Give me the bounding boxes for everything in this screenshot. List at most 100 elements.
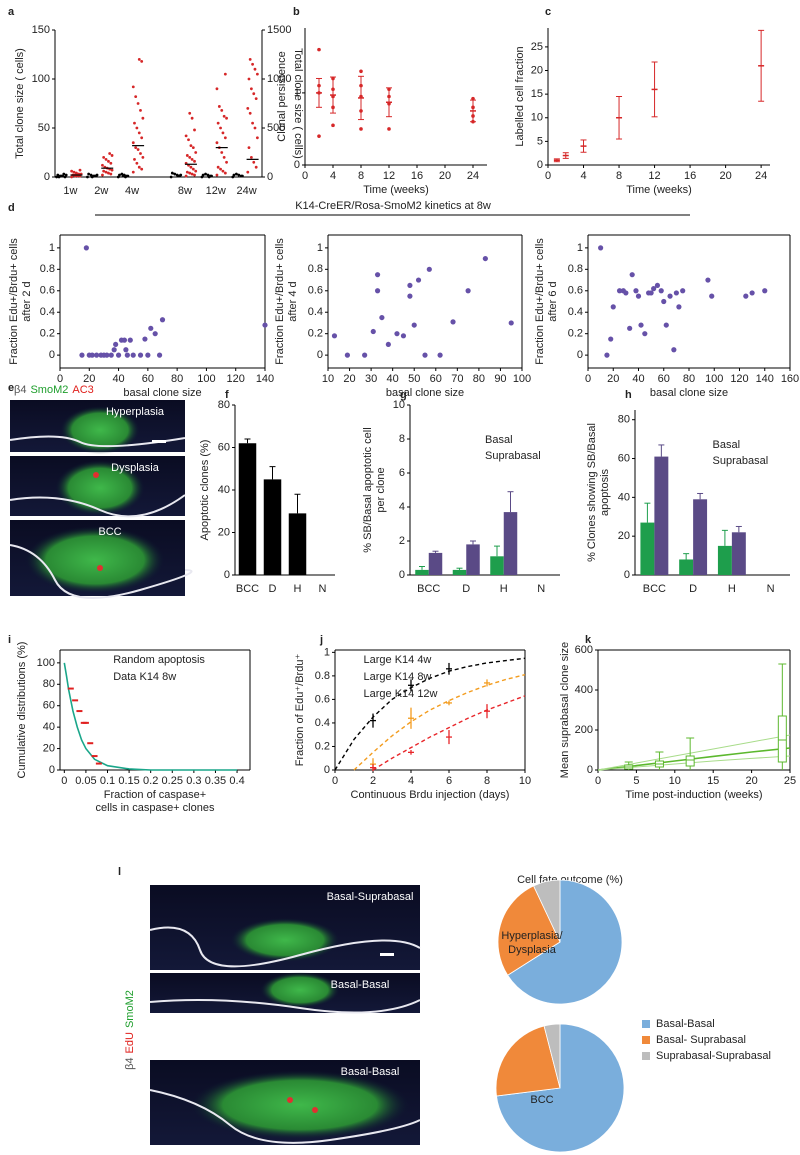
data-point [86, 175, 89, 179]
x-tick-label: N [537, 583, 545, 595]
x-tick-label: 20 [83, 373, 95, 385]
data-point [743, 293, 749, 299]
box [685, 755, 695, 767]
data-point [407, 293, 413, 299]
data-point [673, 290, 679, 296]
y-tick-label: 0.4 [308, 306, 323, 318]
y-tick-label: 10 [393, 399, 405, 411]
data-point [219, 126, 222, 130]
data-point [70, 169, 74, 173]
data-point [145, 352, 151, 358]
data-point [60, 174, 63, 178]
y-tick-label: 6 [399, 467, 405, 479]
x-tick-label: BCC [236, 583, 259, 595]
x-tick-label: 16 [411, 170, 423, 182]
data-point [627, 325, 633, 331]
micrograph-l: Basal-Suprabasal Basal-Basal Basal-Basal [149, 885, 421, 1145]
data-point [221, 131, 225, 135]
data-point [465, 288, 471, 294]
x-tick-label: 0.25 [162, 775, 183, 787]
data-point [131, 170, 135, 174]
x-tick-label: 20 [607, 373, 619, 385]
data-point [148, 325, 154, 331]
data-point [219, 167, 222, 171]
x-tick-label: 80 [683, 373, 695, 385]
data-point [232, 173, 236, 177]
data-point [110, 168, 114, 172]
data-point [159, 317, 166, 323]
y-axis-label: after 4 d [287, 281, 299, 321]
pie-slice [543, 1023, 561, 1089]
data-point [90, 175, 94, 179]
y-tick-label: 0 [49, 349, 55, 361]
data-point [62, 172, 66, 176]
x-axis-label: basal clone size [123, 387, 201, 399]
legend-label: Large K14 12w [364, 688, 438, 700]
y-axis-label: Fraction Edu+/Brdu+ cells [8, 238, 20, 365]
data-point [108, 152, 112, 155]
data-point [222, 156, 226, 159]
data-point [676, 304, 682, 310]
x-tick-label: H [728, 583, 736, 595]
x-tick-label: 24 [467, 170, 479, 182]
bar [731, 532, 746, 575]
data-point [139, 108, 142, 112]
data-point [374, 272, 381, 278]
x-tick-label: 6 [446, 775, 452, 787]
data-point [221, 169, 225, 173]
data-point [482, 255, 488, 262]
x-tick-label: 40 [387, 373, 399, 385]
data-point [671, 347, 677, 353]
data-point [217, 105, 221, 108]
y-tick-label: 60 [218, 441, 230, 453]
data-point [109, 172, 113, 176]
x-tick-label: 100 [705, 373, 723, 385]
data-point [141, 116, 145, 120]
bar [654, 456, 669, 575]
x-tick-label: D [462, 583, 470, 595]
x-tick-label: 100 [513, 373, 531, 385]
x-tick-label: 0 [332, 775, 338, 787]
y-tick-label: 0.2 [40, 328, 55, 340]
image-label: BCC [98, 526, 121, 538]
data-point [223, 72, 227, 76]
data-point [317, 47, 321, 52]
data-point [124, 352, 130, 358]
data-point [223, 136, 227, 140]
data-point [101, 163, 104, 167]
x-tick-label: 8w [178, 185, 192, 197]
y-tick-label: 0 [577, 349, 583, 361]
panel-letter: b [293, 6, 300, 18]
data-point [135, 126, 139, 130]
y-tick-label: 0.6 [315, 693, 330, 705]
y-tick-label: 25 [531, 41, 543, 53]
y2-tick-label: 500 [267, 122, 285, 134]
stain-label: β4 EdU SmoM2 [124, 990, 136, 1070]
legend-label: Suprabasal-Suprabasal [656, 1050, 771, 1062]
panel-letter: i [8, 634, 11, 646]
legend-label: Suprabasal [713, 455, 769, 467]
y-tick-label: 15 [531, 88, 543, 100]
data-point [387, 127, 391, 131]
y-tick-label: 0.6 [40, 285, 55, 297]
data-point [370, 328, 376, 335]
data-point [134, 146, 138, 150]
y-tick-label: 0 [294, 159, 300, 171]
y-tick-label: 0.4 [40, 306, 55, 318]
legend-label: Basal- Suprabasal [656, 1034, 746, 1046]
data-point [225, 160, 228, 164]
data-point [102, 156, 106, 159]
data-point [344, 352, 350, 358]
x-tick-label: 90 [494, 373, 506, 385]
y-axis-label: Cumulative distributions (%) [16, 642, 28, 779]
data-point [251, 62, 254, 66]
y-axis-label: apoptosis [599, 468, 611, 516]
data-point [661, 298, 667, 305]
data-point [193, 128, 196, 132]
data-point [385, 341, 391, 348]
data-point [135, 161, 139, 165]
bar [490, 556, 504, 575]
x-tick-label: 140 [256, 373, 274, 385]
x-tick-label: 24w [236, 185, 256, 197]
